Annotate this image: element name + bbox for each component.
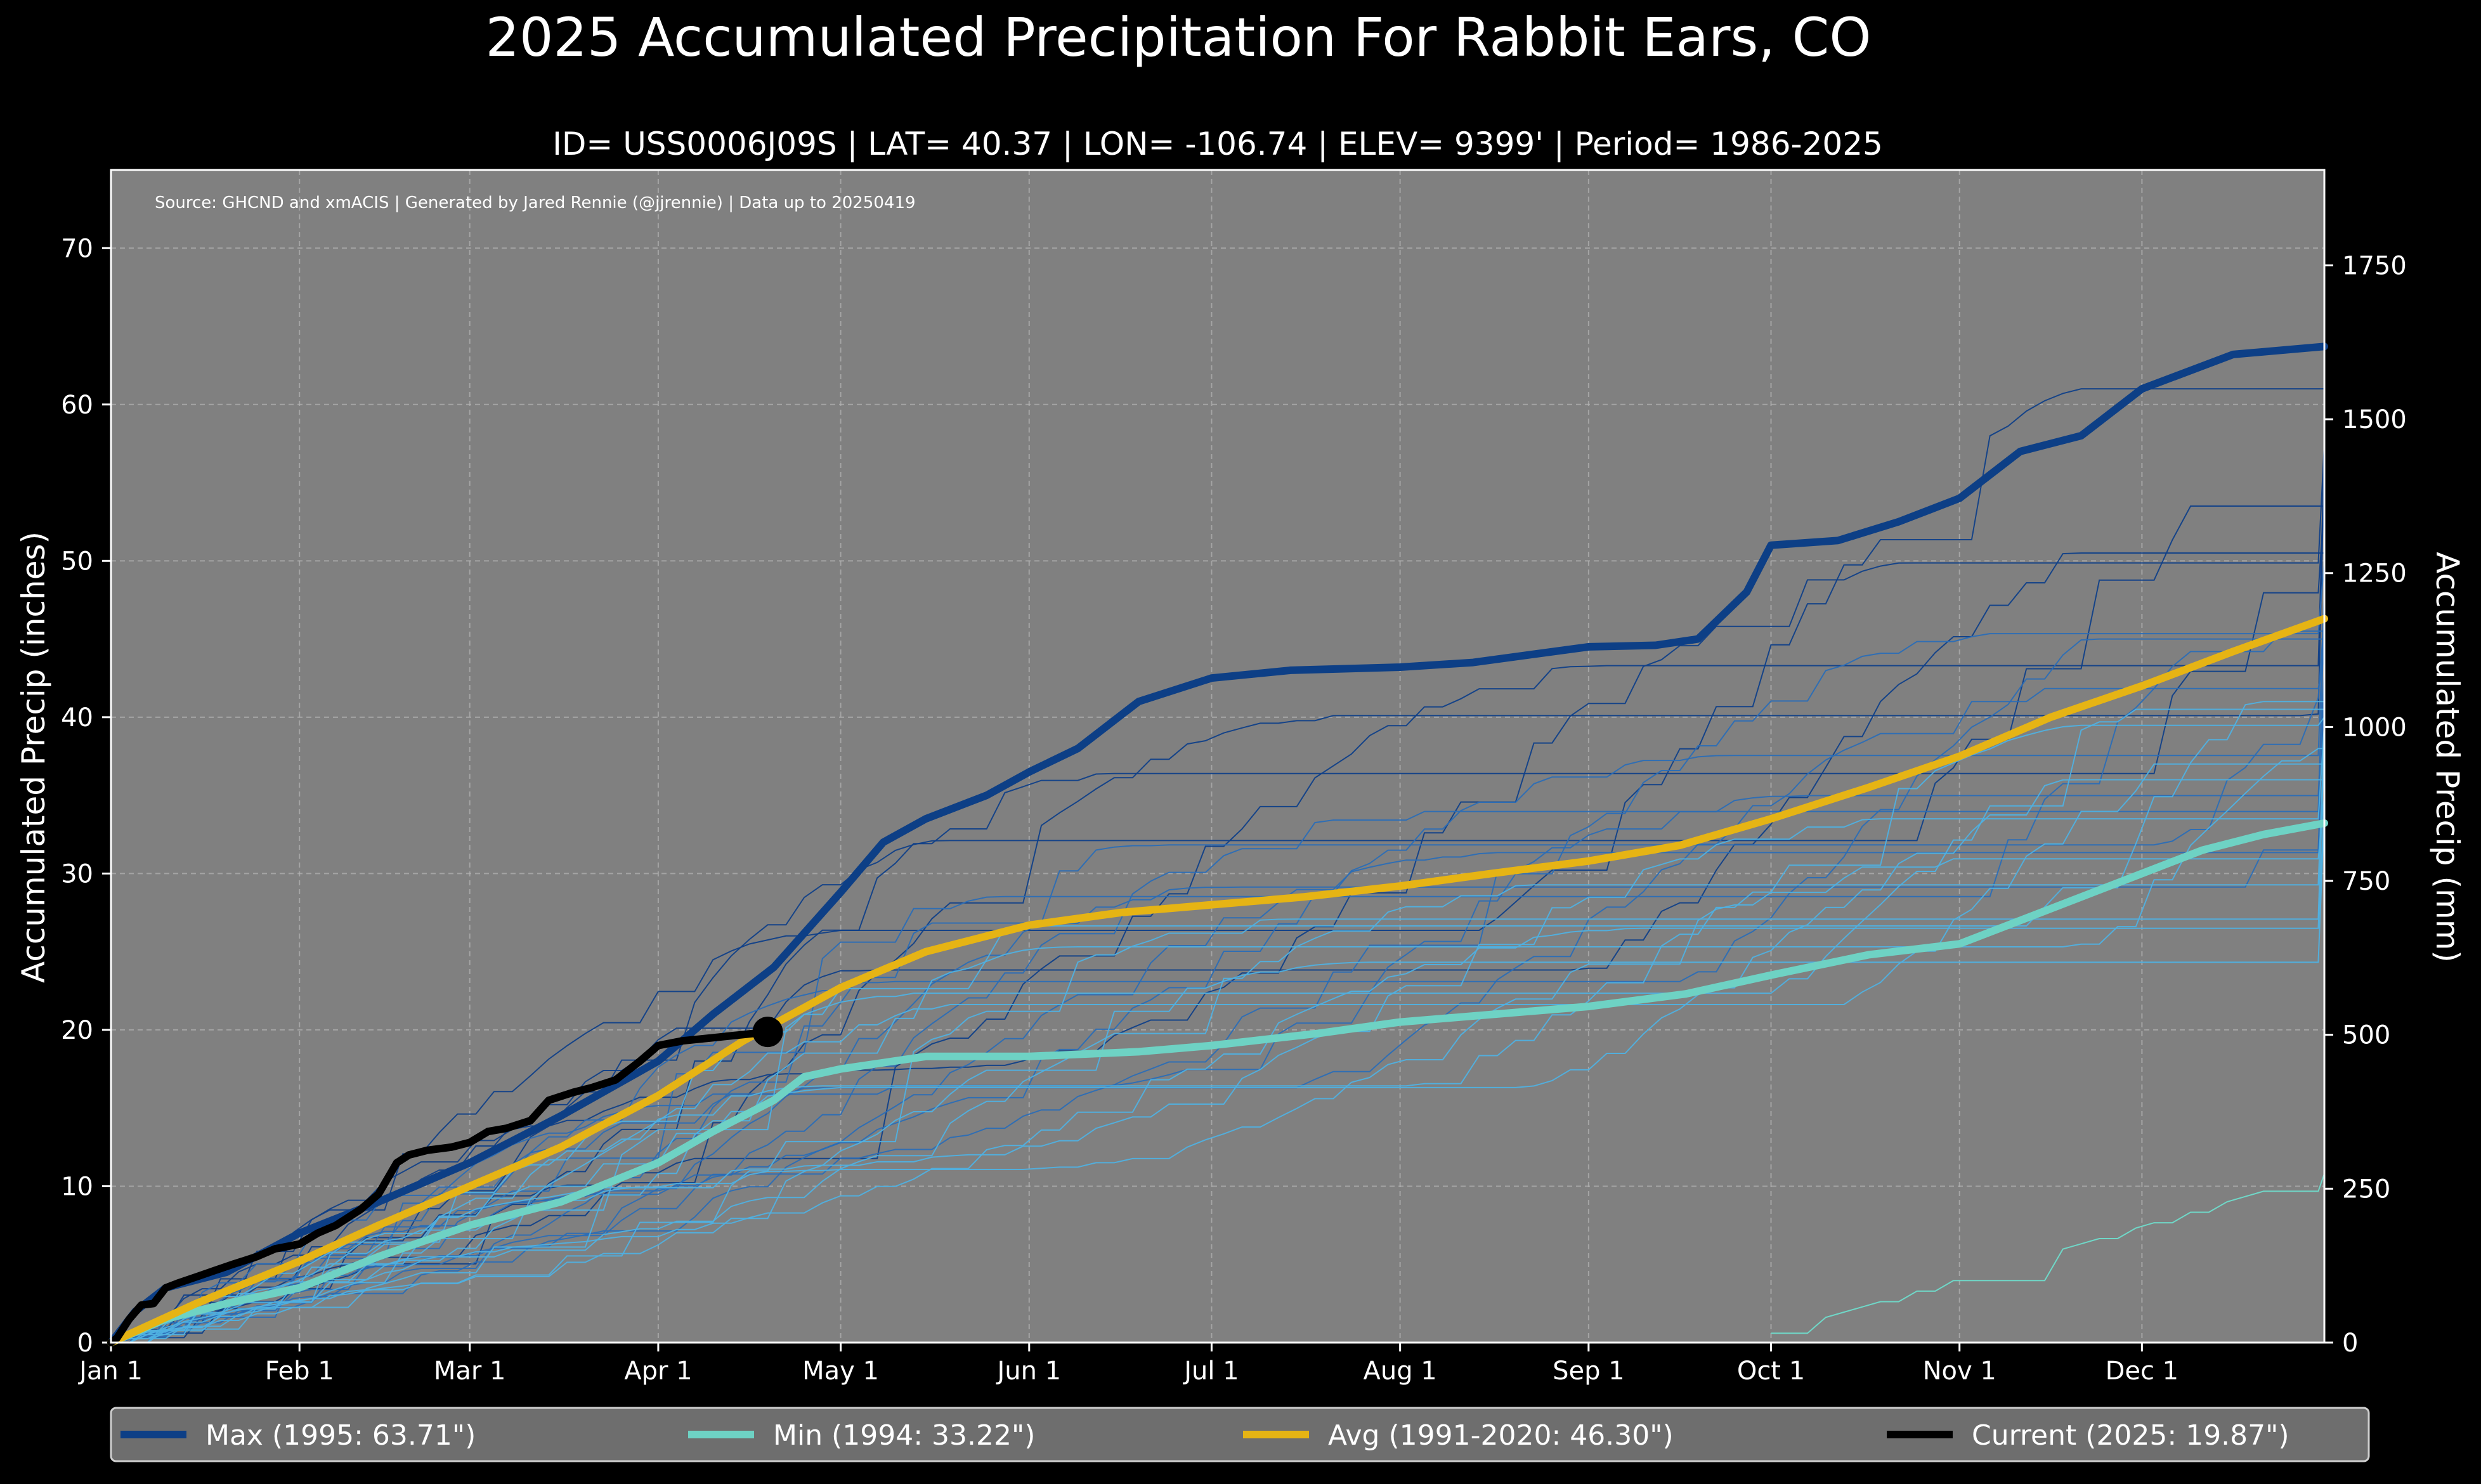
series-current-line [107, 1028, 772, 1346]
x-tick-label: May 1 [802, 1357, 879, 1386]
y-right-tick-label: 500 [2342, 1021, 2390, 1050]
series-min-line [107, 819, 2328, 1346]
y-right-tick-label: 1250 [2342, 559, 2407, 589]
x-tick-label: Nov 1 [1923, 1357, 1996, 1386]
year-trace-partial [1771, 1173, 2325, 1334]
year-trace-line [111, 803, 2325, 1343]
x-tick-label: Jan 1 [77, 1357, 143, 1386]
y-right-tick-label: 250 [2342, 1175, 2390, 1204]
x-tick-label: Jun 1 [995, 1357, 1061, 1386]
x-tick-label: Feb 1 [265, 1357, 334, 1386]
y-right-tick-label: 1750 [2342, 251, 2407, 280]
y-tick-label: 30 [61, 859, 93, 888]
x-tick-label: Apr 1 [624, 1357, 692, 1386]
year-trace-line [110, 615, 2325, 1343]
year-trace-line [110, 763, 2324, 1343]
y-axis-right-label: Accumulated Precip (mm) [2429, 552, 2466, 963]
chart-subtitle: ID= USS0006J09S | LAT= 40.37 | LON= -106… [552, 126, 1883, 162]
x-tick-label: Mar 1 [434, 1357, 506, 1386]
year-trace-line [110, 552, 2324, 1343]
year-trace-line [111, 678, 2325, 1343]
plot-background [111, 170, 2324, 1343]
legend-label-current: Current (2025: 19.87") [1972, 1419, 2289, 1452]
y-right-tick-label: 1000 [2342, 713, 2407, 742]
year-trace-line [111, 779, 2324, 1343]
legend-box [110, 1407, 2370, 1462]
y-right-tick-label: 0 [2342, 1329, 2358, 1358]
y-tick-label: 50 [61, 547, 93, 576]
series-avg-line [107, 615, 2328, 1346]
series-max-line [107, 342, 2328, 1346]
year-trace-line [111, 388, 2324, 1343]
legend-label-avg: Avg (1991-2020: 46.30") [1328, 1419, 1674, 1452]
y-tick-label: 0 [77, 1329, 93, 1358]
x-tick-label: Aug 1 [1363, 1357, 1436, 1386]
legend: Max (1995: 63.71") Min (1994: 33.22") Avg … [110, 1407, 2370, 1462]
x-tick-label: Jul 1 [1182, 1357, 1239, 1386]
year-trace-line [110, 740, 2325, 1343]
year-trace-line [111, 686, 2325, 1343]
year-trace-line [111, 608, 2325, 1343]
year-trace-line [111, 443, 2325, 1343]
year-trace-line [111, 505, 2324, 1343]
y-tick-label: 60 [61, 391, 93, 420]
y-tick-label: 20 [61, 1016, 93, 1045]
year-trace-line [110, 732, 2325, 1343]
year-trace-line [111, 810, 2325, 1343]
plot-area: Jan 1 Feb 1 Mar 1 Apr 1 May 1 Jun 1 Jul 1 Aug 1… [61, 169, 2407, 1386]
y-right-tick-label: 1500 [2342, 405, 2407, 434]
year-trace-line [111, 708, 2324, 1343]
source-note: Source: GHCND and xmACIS | Generated by … [155, 193, 916, 212]
y-tick-label: 70 [61, 234, 93, 263]
y-right-tick-label: 750 [2342, 867, 2390, 896]
year-trace-line [110, 459, 2325, 1343]
y-tick-label: 40 [61, 703, 93, 732]
year-trace-line [110, 795, 2325, 1343]
current-endpoint-marker [752, 1017, 783, 1048]
legend-label-min: Min (1994: 33.22") [773, 1419, 1035, 1452]
y-axis-label: Accumulated Precip (inches) [15, 531, 52, 983]
chart-title: 2025 Accumulated Precipitation For Rabbi… [486, 6, 1872, 68]
x-tick-label: Sep 1 [1553, 1357, 1625, 1386]
year-trace-line [110, 701, 2324, 1343]
year-trace-line [110, 498, 2325, 1343]
plot-border [110, 169, 2326, 1344]
x-tick-label: Dec 1 [2106, 1357, 2179, 1386]
y-tick-label: 10 [61, 1172, 93, 1201]
legend-label-max: Max (1995: 63.71") [205, 1419, 476, 1452]
year-trace-line [110, 748, 2324, 1343]
x-tick-label: Oct 1 [1737, 1357, 1805, 1386]
